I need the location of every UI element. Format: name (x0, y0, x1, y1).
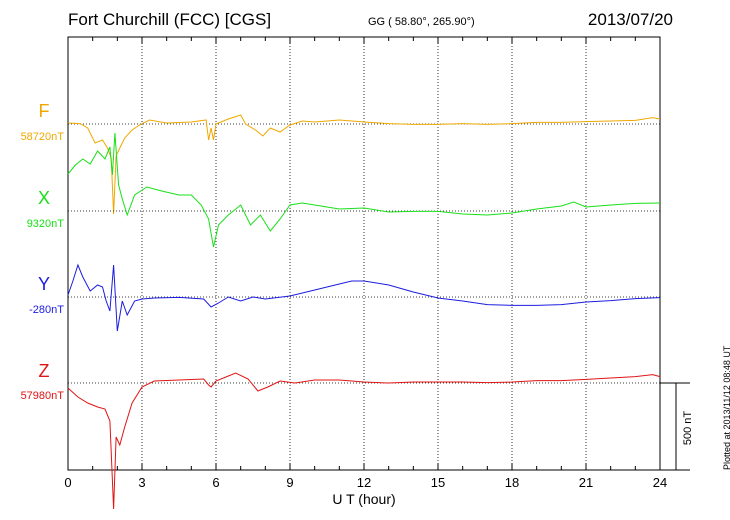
scale-bar-label: 500 nT (682, 411, 694, 446)
x-tick-label: 21 (579, 475, 593, 490)
x-axis-label: U T (hour) (332, 491, 395, 507)
series-x-baseline-value: 9320nT (27, 218, 65, 230)
series-x-label: X (38, 188, 50, 208)
plot-date: 2013/07/20 (587, 10, 673, 29)
x-tick-label: 24 (653, 475, 667, 490)
x-tick-label: 0 (64, 475, 71, 490)
series-y-baseline-value: -280nT (29, 304, 64, 316)
x-tick-label: 18 (505, 475, 519, 490)
series-y-label: Y (38, 274, 50, 294)
x-tick-label: 6 (212, 475, 219, 490)
series-z-baseline-value: 57980nT (21, 390, 65, 402)
series-z-line (67, 372, 661, 510)
x-tick-label: 9 (286, 475, 293, 490)
x-tick-label: 15 (431, 475, 445, 490)
series-f-label: F (39, 101, 50, 121)
series-f-line (67, 114, 661, 215)
series-y-line (67, 263, 661, 332)
station-title: Fort Churchill (FCC) [CGS] (68, 10, 272, 29)
x-tick-label: 3 (138, 475, 145, 490)
series-x-line (67, 132, 661, 248)
x-tick-label: 12 (357, 475, 371, 490)
series-z-label: Z (39, 361, 50, 381)
series-f-baseline-value: 58720nT (21, 131, 65, 143)
station-coordinates: GG ( 58.80°, 265.90°) (368, 16, 475, 28)
